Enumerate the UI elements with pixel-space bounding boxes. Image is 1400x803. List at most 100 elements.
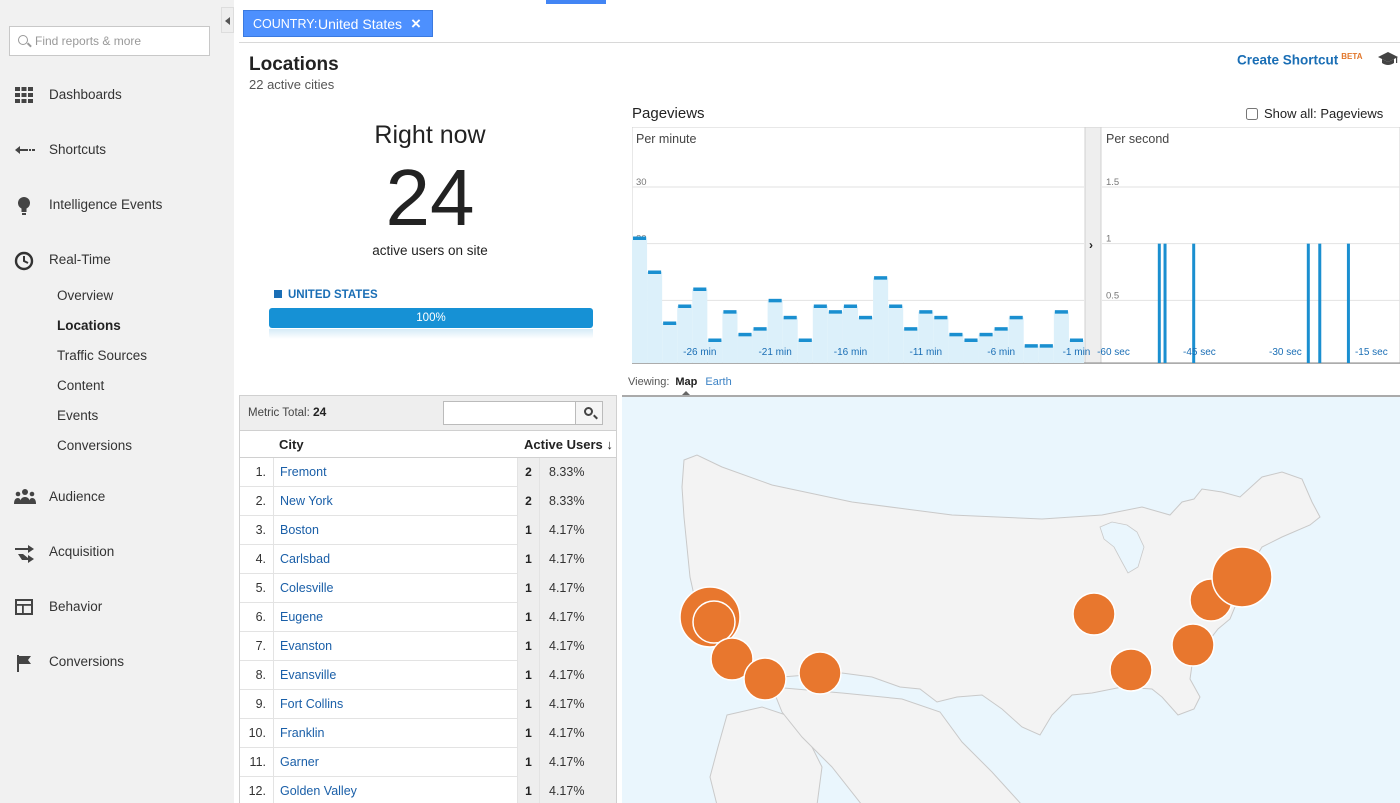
pageview-bar-fill (963, 340, 979, 363)
per-minute-xtick-label: -11 min (909, 347, 942, 358)
pageview-bar-top (964, 338, 978, 342)
pageview-bar-fill (692, 289, 708, 363)
active-users-value: 1 (517, 603, 540, 632)
map-marker-eugene[interactable] (692, 600, 736, 644)
map-view-tab[interactable]: Map (675, 376, 698, 388)
sidebar-subitem-traffic-sources[interactable]: Traffic Sources (57, 348, 148, 363)
active-users-value: 1 (517, 661, 540, 690)
show-all-checkbox[interactable] (1246, 108, 1258, 120)
row-rank: 9. (240, 690, 274, 719)
pageview-bar-fill (797, 340, 813, 363)
active-view-caret (680, 391, 692, 397)
sidebar-item-conversions[interactable]: Conversions (0, 647, 234, 677)
pageview-bar-fill (978, 334, 994, 363)
legend-swatch (274, 290, 282, 298)
create-shortcut-link[interactable]: Create Shortcut BETA (1237, 52, 1362, 68)
city-link[interactable]: Colesville (280, 581, 334, 595)
map-marker-evanston[interactable] (1072, 592, 1116, 636)
sidebar-item-behavior[interactable]: Behavior (0, 592, 234, 622)
row-rank: 2. (240, 487, 274, 516)
sidebar-subitem-overview[interactable]: Overview (57, 288, 114, 303)
active-users-percent: 8.33% (540, 458, 616, 487)
filter-bar: COUNTRY: United States × (239, 0, 1400, 43)
table-search-button[interactable] (575, 402, 602, 424)
pageview-bar-fill (707, 340, 723, 363)
earth-view-tab[interactable]: Earth (705, 376, 732, 388)
pageview-bar-top (1009, 315, 1023, 320)
city-link[interactable]: Carlsbad (280, 552, 331, 566)
sidebar-item-intelligence-events[interactable]: Intelligence Events (0, 190, 234, 220)
remove-filter-icon[interactable]: × (411, 14, 421, 33)
city-link[interactable]: Fremont (280, 465, 327, 479)
active-users-percent: 4.17% (540, 632, 616, 661)
active-users-value: 1 (517, 632, 540, 661)
per-second-title: Per second (1106, 132, 1169, 146)
sidebar-item-label: Audience (49, 489, 106, 504)
pageview-bar-fill (782, 317, 798, 363)
sidebar-subitem-events[interactable]: Events (57, 408, 99, 423)
pageview-bar-top (919, 310, 933, 314)
sidebar-subitem-locations[interactable]: Locations (57, 318, 121, 333)
city-link[interactable]: Evanston (280, 639, 333, 653)
active-users-percent: 4.17% (540, 690, 616, 719)
pageview-bar-fill (842, 306, 858, 363)
sidebar-item-label: Acquisition (49, 544, 115, 559)
grid-icon (14, 86, 34, 104)
acquisition-arrows-icon (14, 543, 34, 563)
expand-arrow-icon[interactable]: › (1089, 238, 1093, 252)
table-search[interactable] (443, 401, 603, 425)
search-box[interactable] (9, 26, 210, 56)
city-link[interactable]: Golden Valley (280, 784, 357, 798)
pageview-bar-top (648, 270, 662, 274)
sidebar-item-label: Dashboards (49, 87, 122, 102)
us-map[interactable] (622, 395, 1400, 803)
active-users-column-header[interactable]: Active Users ↓ (524, 437, 613, 452)
city-link[interactable]: Franklin (280, 726, 325, 740)
per-second-xtick-label: -60 sec (1097, 347, 1130, 358)
map-canvas[interactable] (622, 397, 1400, 803)
pageview-bar-top (889, 304, 903, 308)
active-users-value: 1 (517, 545, 540, 574)
city-link[interactable]: New York (280, 494, 333, 508)
sidebar-subitem-conversions[interactable]: Conversions (57, 438, 133, 453)
collapse-sidebar-button[interactable] (221, 7, 234, 33)
table-row: 12. Golden Valley 1 4.17% (240, 777, 616, 803)
sidebar-item-shortcuts[interactable]: Shortcuts (0, 135, 234, 165)
pageview-bar-top (753, 327, 767, 331)
pageview-bar-fill (677, 306, 693, 363)
pageview-bar-top (708, 338, 722, 342)
sidebar-item-dashboards[interactable]: Dashboards (0, 80, 234, 110)
pageview-bar-fill (933, 317, 949, 363)
active-users-value: 1 (517, 748, 540, 777)
pageview-bar-fill (632, 238, 648, 363)
city-link[interactable]: Fort Collins (280, 697, 344, 711)
pageview-bar-top (633, 236, 647, 240)
map-marker-new-york[interactable] (1211, 546, 1273, 608)
sort-arrow-down-icon: ↓ (606, 437, 613, 452)
city-link[interactable]: Eugene (280, 610, 324, 624)
active-users-value: 1 (517, 690, 540, 719)
city-link[interactable]: Boston (280, 523, 319, 537)
map-marker-evansville[interactable] (1109, 648, 1153, 692)
sidebar-item-acquisition[interactable]: Acquisition (0, 537, 234, 567)
search-input[interactable] (35, 31, 205, 51)
per-second-ytick-label: 1 (1106, 234, 1111, 245)
map-marker-fort-collins[interactable] (798, 651, 842, 695)
sidebar-subitem-content[interactable]: Content (57, 378, 105, 393)
table-row: 10. Franklin 1 4.17% (240, 719, 616, 748)
sidebar-item-real-time[interactable]: Real-Time (0, 245, 234, 275)
sidebar-item-audience[interactable]: Audience (0, 482, 234, 512)
active-users-label: active users on site (372, 243, 488, 258)
pageview-bar-fill (948, 334, 964, 363)
graduation-cap-icon[interactable] (1378, 51, 1398, 67)
pageview-bar-fill (873, 277, 889, 363)
filter-chip[interactable]: COUNTRY: United States × (243, 10, 433, 37)
city-link[interactable]: Evansville (280, 668, 337, 682)
map-marker-garner[interactable] (1171, 623, 1215, 667)
pageviews-chart: ›Per minute102030-26 min-21 min-16 min-1… (632, 127, 1400, 364)
city-link[interactable]: Garner (280, 755, 319, 769)
map-marker-carlsbad[interactable] (710, 637, 754, 681)
city-column-header[interactable]: City (279, 437, 304, 452)
show-all-toggle[interactable]: Show all: Pageviews (1246, 106, 1383, 121)
map-marker-golden-valley[interactable] (743, 657, 787, 701)
